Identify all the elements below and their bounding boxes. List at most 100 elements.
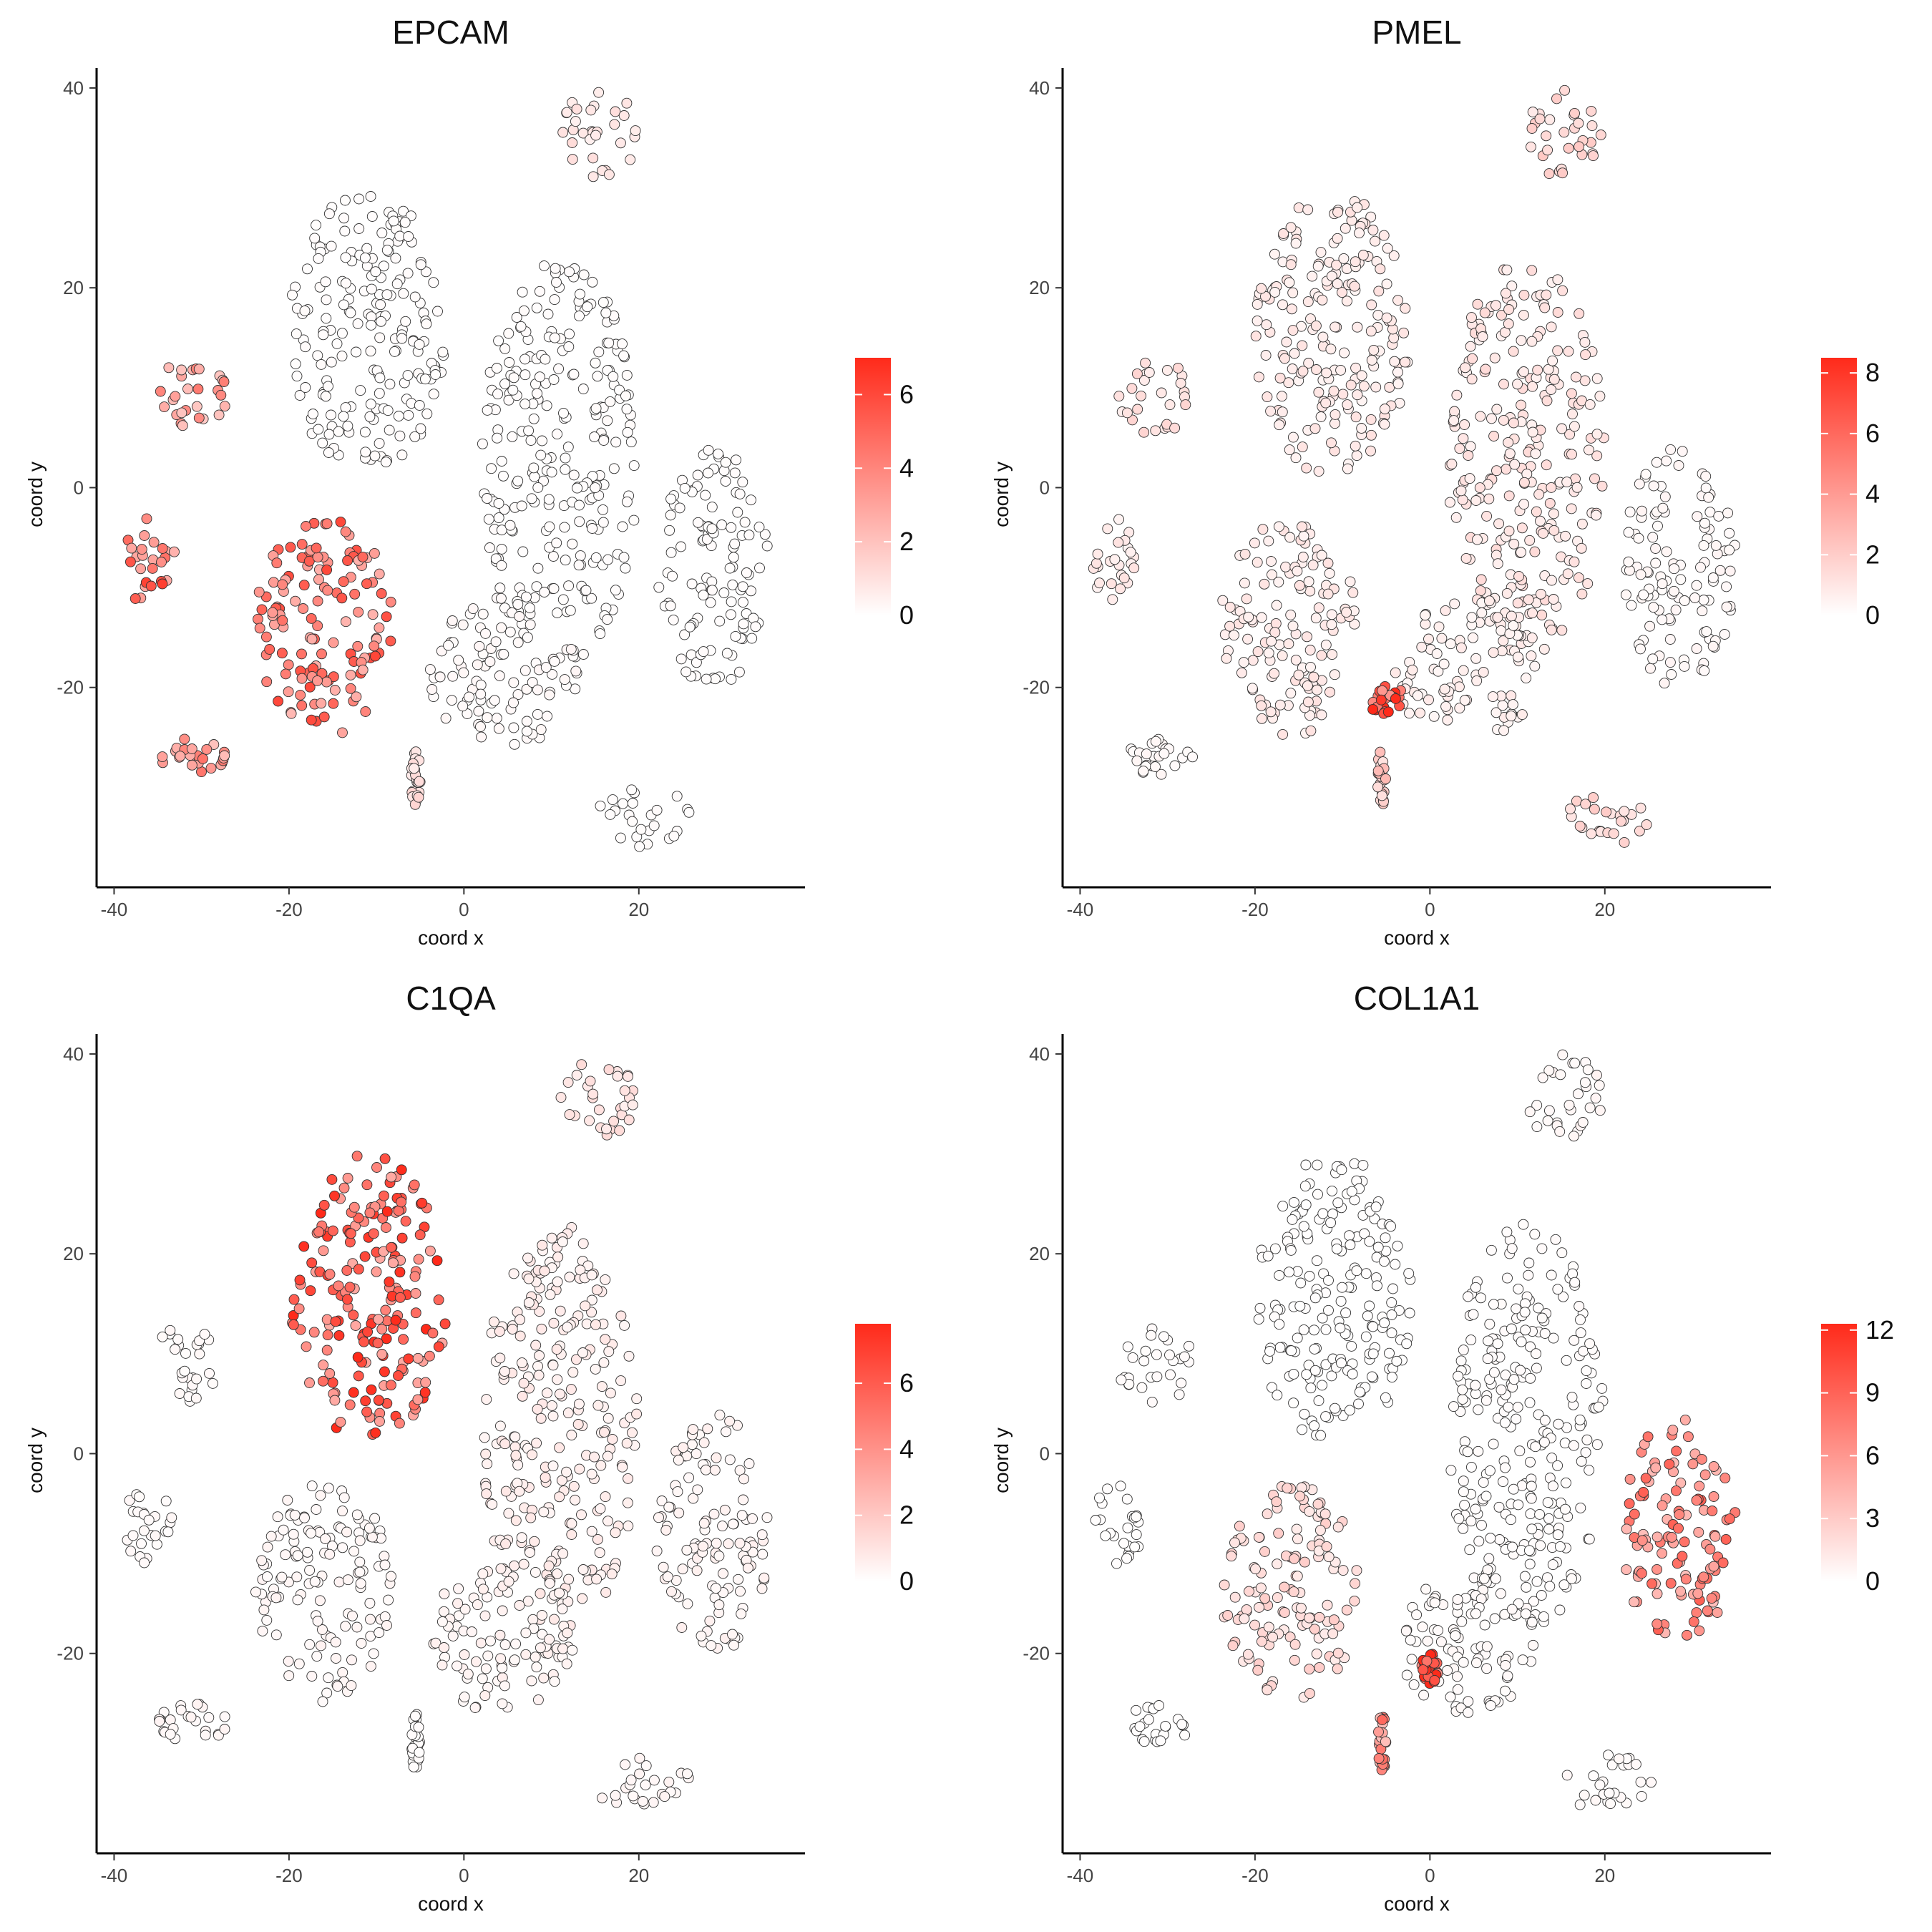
data-point: [549, 1676, 560, 1687]
data-point: [1304, 1506, 1315, 1517]
data-point: [1657, 1548, 1668, 1559]
data-point: [1465, 341, 1476, 352]
data-point: [1337, 1282, 1348, 1293]
data-point: [1691, 580, 1702, 591]
data-point: [1568, 1131, 1579, 1142]
data-point: [1329, 669, 1340, 680]
data-point: [565, 643, 577, 655]
data-point: [1526, 141, 1536, 152]
data-point: [1531, 1121, 1543, 1133]
cluster-bottom-left-elongated: [1126, 733, 1199, 780]
data-point: [1698, 1571, 1709, 1583]
data-point: [634, 841, 645, 852]
data-point: [761, 540, 773, 552]
colorbar-label: 8: [1865, 358, 1880, 387]
data-point: [558, 407, 569, 419]
data-point: [316, 648, 327, 660]
data-point: [577, 1238, 589, 1249]
data-point: [290, 595, 301, 607]
data-point: [170, 1344, 181, 1355]
data-point: [1116, 1374, 1127, 1385]
data-point: [493, 723, 504, 734]
data-point: [1259, 1546, 1270, 1557]
data-point: [301, 521, 311, 532]
data-point: [196, 766, 207, 778]
data-point: [288, 1528, 299, 1540]
data-point: [1252, 646, 1264, 658]
data-point: [430, 1637, 441, 1649]
data-point: [477, 1673, 488, 1684]
data-point: [1531, 1362, 1542, 1374]
data-point: [1269, 627, 1281, 638]
data-point: [686, 578, 698, 590]
data-point: [520, 1649, 532, 1660]
data-point: [328, 671, 339, 683]
data-point: [1406, 1654, 1418, 1665]
data-point: [1153, 1700, 1165, 1711]
data-point: [567, 1644, 578, 1656]
data-point: [1525, 1372, 1536, 1384]
data-point: [379, 1190, 389, 1201]
data-point: [312, 1616, 323, 1626]
data-point: [533, 1370, 545, 1381]
data-point: [1457, 1394, 1468, 1405]
data-point: [610, 1790, 621, 1801]
data-point: [1219, 1579, 1230, 1591]
data-point: [1518, 309, 1529, 321]
data-point: [1129, 1541, 1141, 1553]
data-point: [1140, 1345, 1151, 1357]
data-point: [572, 482, 583, 494]
data-point: [1494, 1534, 1506, 1545]
y-tick-label: 20: [1029, 277, 1050, 298]
data-point: [1546, 321, 1557, 333]
data-point: [703, 444, 714, 456]
data-point: [464, 691, 475, 703]
data-point: [250, 1586, 261, 1598]
data-point: [1420, 618, 1431, 630]
data-point: [599, 1427, 610, 1438]
data-point: [1634, 825, 1645, 836]
data-point: [549, 655, 560, 667]
data-point: [1525, 1508, 1536, 1520]
data-point: [340, 278, 351, 289]
data-point: [530, 1652, 541, 1663]
data-point: [369, 640, 380, 652]
data-point: [365, 399, 376, 410]
data-point: [398, 205, 409, 217]
cluster-left-elongated: [157, 1324, 218, 1407]
data-point: [376, 228, 388, 238]
data-point: [320, 391, 331, 402]
data-point: [619, 1085, 630, 1096]
data-point: [1113, 391, 1125, 402]
data-point: [557, 594, 569, 605]
data-point: [410, 1307, 421, 1319]
data-point: [1239, 1613, 1250, 1624]
data-point: [1455, 642, 1467, 653]
data-point: [1641, 819, 1652, 830]
data-point: [374, 1627, 385, 1639]
data-point: [1659, 678, 1670, 689]
data-point: [592, 1533, 603, 1545]
data-point: [1481, 510, 1493, 522]
data-point: [605, 396, 616, 407]
data-point: [366, 1384, 377, 1395]
data-point: [1128, 562, 1140, 574]
data-point: [538, 1672, 550, 1684]
data-point: [141, 513, 152, 525]
data-point: [761, 1512, 773, 1523]
data-point: [1724, 565, 1736, 577]
cluster-center-left-mass: [1219, 1480, 1362, 1703]
data-point: [1523, 1269, 1534, 1281]
data-point: [1438, 658, 1450, 670]
data-point: [1541, 289, 1552, 301]
data-point: [1241, 593, 1252, 605]
data-point: [516, 1532, 527, 1543]
data-point: [625, 436, 637, 448]
data-point: [1460, 552, 1472, 564]
data-point: [1286, 1345, 1297, 1357]
data-point: [675, 653, 687, 665]
data-point: [1254, 1531, 1264, 1543]
data-point: [265, 1531, 277, 1542]
data-point: [1648, 480, 1659, 492]
data-point: [1169, 422, 1181, 434]
